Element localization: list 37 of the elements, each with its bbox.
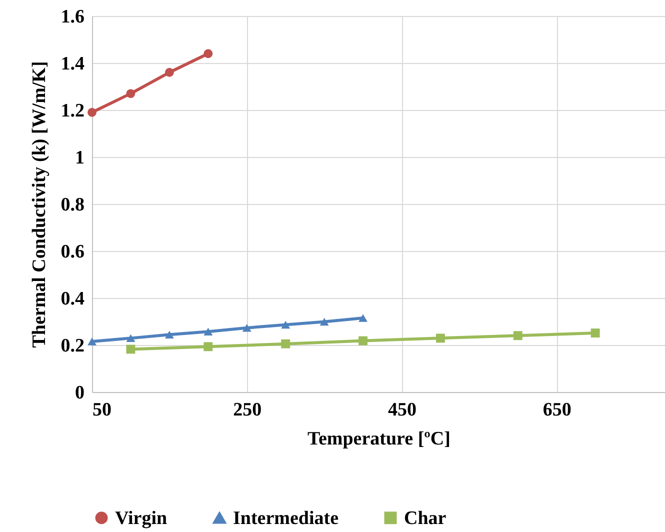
point [281,339,290,348]
y-tick-label: 1.2 [60,100,84,122]
y-tick-label: 0 [75,382,84,404]
legend-label: Char [404,508,447,529]
point [281,320,290,329]
point [358,336,368,346]
point [242,324,252,332]
point [513,331,522,340]
point [204,49,213,58]
x-axis-title: Temperature [ºC] [308,428,450,450]
y-tick-label: 1.6 [60,6,84,28]
y-tick-label: 0.4 [60,288,85,310]
x-tick-label: 250 [233,400,262,420]
point [126,89,136,98]
y-tick-label: 0.2 [60,336,84,356]
point [358,314,368,322]
legend-label: Intermediate [233,508,339,530]
y-tick-label: 0.6 [60,242,84,262]
point [88,338,96,346]
point [126,344,136,354]
point [164,68,174,77]
y-tick-label: 1.4 [60,54,85,74]
point [320,318,329,326]
x-tick-label: 450 [388,400,416,420]
y-axis-title: Thermal Conductivity (k) [W/m/K] [28,61,50,348]
legend-label: Virgin [115,508,168,529]
y-tick-label: 0.8 [60,194,84,216]
x-tick-label: 50 [92,400,112,420]
point [204,328,213,336]
y-tick-label: 1 [75,148,84,168]
point [590,328,600,338]
point [204,342,213,352]
point [164,330,174,339]
point [88,108,96,117]
point [436,334,445,343]
point [126,334,136,342]
x-tick-label: 650 [542,400,572,420]
